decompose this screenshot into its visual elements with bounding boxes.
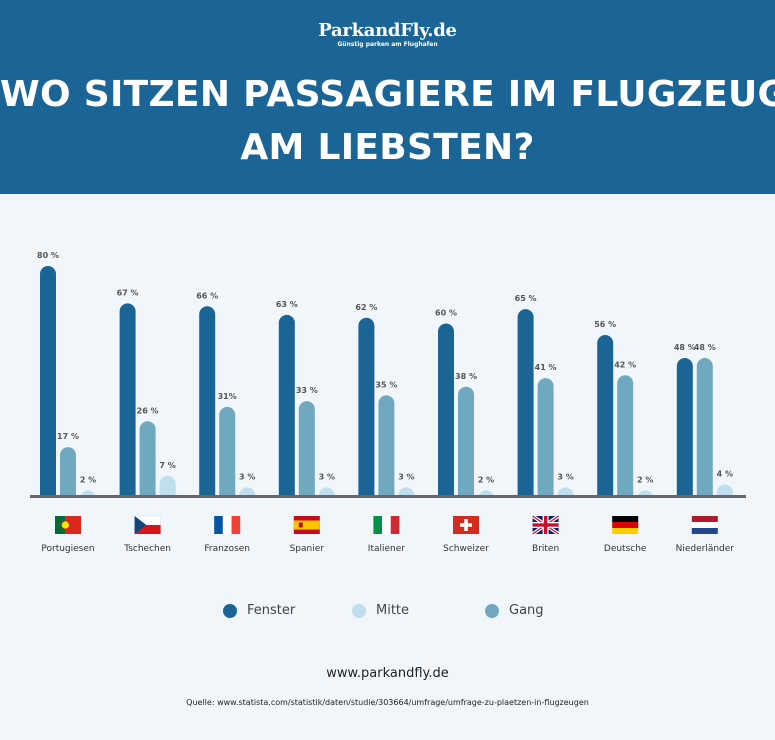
data-label-gang-tschechen: 26 %: [137, 406, 159, 415]
bar-fenster-deutsche: [597, 335, 614, 496]
category-label-schweizer: Schweizer: [443, 544, 489, 554]
data-label-fenster-schweizer: 60 %: [435, 309, 457, 318]
czech-flag-icon: [134, 515, 161, 534]
data-label-mitte-spanier: 3 %: [319, 472, 335, 481]
data-label-gang-portugiesen: 17 %: [57, 432, 79, 441]
bar-fenster-briten: [517, 309, 534, 496]
category-label-briten: Briten: [532, 544, 559, 554]
data-label-fenster-franzosen: 66 %: [196, 291, 218, 300]
data-label-mitte-deutsche: 2 %: [637, 475, 653, 484]
bar-fenster-spanier: [278, 314, 295, 496]
data-label-gang-italiener: 35 %: [375, 380, 397, 389]
bar-mitte-deutsche: [637, 490, 654, 499]
legend-label-fenster: Fenster: [247, 603, 296, 618]
bar-mitte-spanier: [318, 487, 335, 496]
category-label-tschechen: Tschechen: [123, 544, 171, 554]
data-label-mitte-franzosen: 3 %: [239, 472, 255, 481]
source-text: Quelle: www.statista.com/statistik/daten…: [186, 698, 589, 707]
legend-item-gang: Gang: [485, 603, 544, 618]
bar-mitte-niederländer: [716, 484, 733, 496]
bar-gang-portugiesen: [60, 447, 76, 496]
bar-fenster-tschechen: [119, 303, 136, 496]
data-label-mitte-niederländer: 4 %: [717, 470, 733, 479]
bar-chart: 80 % 17 % 2 % 67 % 26 % 7 % 66 % 31% 3 % 63 % 33 %…: [30, 251, 746, 554]
logo-text: ParkandFly.de: [318, 20, 457, 41]
italy-flag-icon: [373, 516, 400, 534]
data-label-mitte-tschechen: 7 %: [159, 461, 175, 470]
bar-gang-niederländer: [696, 358, 713, 496]
data-label-mitte-italiener: 3 %: [398, 472, 414, 481]
x-axis-baseline: [30, 495, 746, 498]
bar-gang-italiener: [378, 395, 395, 496]
website-link[interactable]: www.parkandfly.de: [326, 666, 449, 681]
legend-dot-gang: [485, 603, 499, 618]
germany-flag-icon: [612, 516, 639, 534]
legend-dot-fenster: [223, 603, 237, 618]
category-label-spanier: Spanier: [290, 544, 325, 554]
data-label-gang-spanier: 33 %: [296, 386, 318, 395]
title-line-2: AM LIEBSTEN?: [240, 127, 535, 168]
data-label-mitte-briten: 3 %: [557, 472, 573, 481]
category-label-italiener: Italiener: [368, 544, 405, 554]
logo-tagline: Günstig parken am Flughafen: [337, 41, 438, 48]
spain-flag-icon: [293, 516, 320, 534]
category-label-deutsche: Deutsche: [604, 544, 647, 554]
data-label-mitte-portugiesen: 2 %: [80, 475, 96, 484]
data-label-mitte-schweizer: 2 %: [478, 475, 494, 484]
bar-fenster-franzosen: [199, 306, 216, 496]
data-label-fenster-briten: 65 %: [515, 294, 537, 303]
legend-dot-mitte: [352, 603, 366, 618]
bar-mitte-franzosen: [239, 487, 256, 496]
data-label-fenster-spanier: 63 %: [276, 300, 298, 309]
data-label-gang-niederländer: 48 %: [694, 343, 716, 352]
data-label-fenster-tschechen: 67 %: [117, 288, 139, 297]
category-label-portugiesen: Portugiesen: [41, 544, 94, 554]
bar-mitte-schweizer: [478, 490, 494, 499]
switzerland-flag-icon: [453, 516, 479, 534]
netherlands-flag-icon: [691, 516, 718, 534]
legend-label-gang: Gang: [509, 603, 544, 618]
data-label-gang-schweizer: 38 %: [455, 372, 477, 381]
bar-fenster-portugiesen: [40, 266, 56, 496]
logo: ParkandFly.de Günstig parken am Flughafe…: [0, 20, 775, 48]
france-flag-icon: [214, 516, 241, 534]
bar-gang-spanier: [298, 401, 315, 496]
bar-fenster-niederländer: [676, 358, 693, 496]
data-label-fenster-deutsche: 56 %: [594, 320, 616, 329]
data-label-gang-deutsche: 42 %: [614, 360, 636, 369]
bar-mitte-italiener: [398, 487, 415, 496]
bar-fenster-italiener: [358, 317, 375, 496]
legend-item-mitte: Mitte: [352, 603, 409, 618]
legend-item-fenster: Fenster: [223, 603, 295, 618]
data-label-fenster-italiener: 62 %: [355, 303, 377, 312]
uk-flag-icon: [531, 514, 560, 536]
category-label-franzosen: Franzosen: [204, 544, 250, 554]
page-title: WO SITZEN PASSAGIERE IM FLUGZEUG AM LIEB…: [0, 68, 775, 174]
legend-label-mitte: Mitte: [376, 603, 410, 618]
bar-fenster-schweizer: [438, 323, 454, 496]
category-label-niederländer: Niederländer: [676, 544, 735, 554]
bar-gang-schweizer: [458, 386, 474, 496]
title-line-1: WO SITZEN PASSAGIERE IM FLUGZEUG: [0, 74, 775, 115]
data-label-gang-franzosen: 31%: [218, 392, 237, 401]
bar-gang-briten: [537, 378, 554, 496]
bar-gang-franzosen: [219, 406, 236, 496]
portugal-flag-icon: [55, 516, 81, 534]
bar-mitte-tschechen: [159, 475, 176, 496]
data-label-fenster-niederländer: 48 %: [674, 343, 696, 352]
data-label-fenster-portugiesen: 80 %: [37, 251, 59, 260]
bar-mitte-briten: [557, 487, 574, 496]
bar-gang-tschechen: [139, 421, 156, 496]
bar-gang-deutsche: [617, 375, 634, 496]
bar-mitte-portugiesen: [80, 490, 96, 499]
data-label-gang-briten: 41 %: [535, 363, 557, 372]
header-banner: ParkandFly.de Günstig parken am Flughafe…: [0, 0, 775, 194]
